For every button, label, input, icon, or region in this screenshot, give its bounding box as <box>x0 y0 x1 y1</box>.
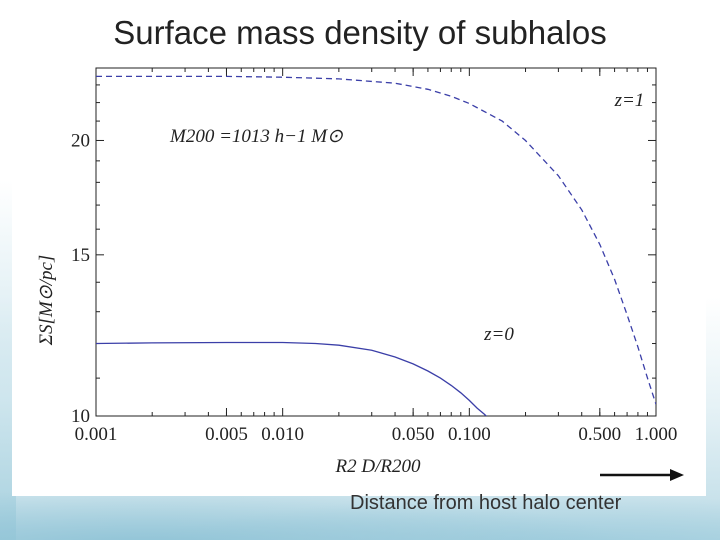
series-line-z0 <box>96 341 488 416</box>
x-tick-label: 0.005 <box>205 424 248 445</box>
x-tick-label: 0.100 <box>448 424 491 445</box>
y-axis-label: ΣS[M⊙/pc] <box>36 255 57 347</box>
y-tick-label: 15 <box>71 245 90 266</box>
x-axis-label: R2 D/R200 <box>335 456 421 477</box>
plot-frame <box>95 67 657 417</box>
direction-arrow <box>600 469 684 481</box>
series-label: z=1 <box>614 90 645 111</box>
series-line-z1 <box>96 75 656 405</box>
axis-ticks: 0.001 0.005 0.010 0.050 0.100 0.500 1.000 10 15 2… <box>71 68 677 445</box>
x-tick-label: 0.050 <box>392 424 435 445</box>
series-labels: z=1 z=0 <box>483 90 644 345</box>
mass-annotation: M200 =1013 h−1 M⊙ <box>169 126 343 147</box>
x-tick-label: 0.500 <box>578 424 621 445</box>
series-label: z=0 <box>483 324 514 345</box>
series-curves <box>96 75 656 416</box>
y-tick-label: 10 <box>71 406 90 427</box>
y-tick-label: 20 <box>71 130 90 151</box>
plot-panel <box>12 56 706 496</box>
caption-distance: Distance from host halo center <box>350 492 622 514</box>
x-tick-label: 0.010 <box>261 424 304 445</box>
x-tick-label: 0.001 <box>75 424 118 445</box>
slide-title: Surface mass density of subhalos <box>113 14 607 51</box>
x-tick-label: 1.000 <box>635 424 678 445</box>
